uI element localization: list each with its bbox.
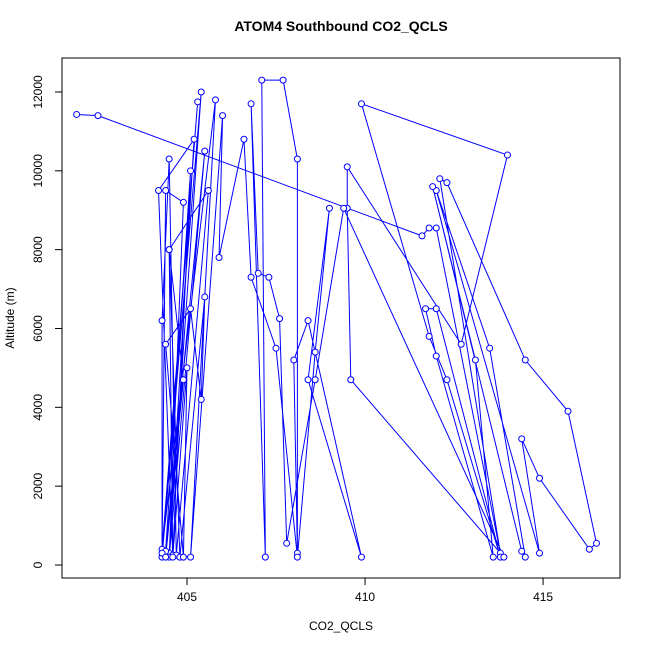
data-point: [187, 553, 195, 561]
data-point: [94, 112, 102, 120]
data-point: [179, 553, 187, 561]
data-point: [247, 273, 255, 281]
data-point: [258, 76, 266, 84]
data-point: [187, 305, 195, 313]
data-point: [197, 395, 205, 403]
y-axis-label: Altitude (m): [3, 287, 17, 348]
data-point: [293, 155, 301, 163]
data-point: [471, 356, 479, 364]
x-axis-label: CO2_QCLS: [309, 619, 373, 633]
data-point: [162, 340, 170, 348]
data-point: [443, 179, 451, 187]
y-tick-label: 12000: [31, 75, 45, 109]
data-point: [486, 344, 494, 352]
data-point: [290, 356, 298, 364]
data-point: [73, 110, 81, 118]
data-point: [187, 167, 195, 175]
data-point: [162, 187, 170, 195]
data-point: [179, 198, 187, 206]
data-point: [272, 344, 280, 352]
data-point: [564, 407, 572, 415]
data-point: [261, 553, 269, 561]
data-point: [518, 435, 526, 443]
y-tick-label: 2000: [31, 472, 45, 499]
series-line: [76, 79, 598, 558]
data-point: [521, 553, 529, 561]
chart-title: ATOM4 Southbound CO2_QCLS: [234, 18, 447, 34]
y-tick-label: 0: [31, 561, 45, 568]
data-point: [194, 98, 202, 106]
data-point: [347, 376, 355, 384]
data-point: [155, 187, 163, 195]
data-point: [500, 553, 508, 561]
data-point: [279, 76, 287, 84]
data-point: [432, 305, 440, 313]
plot-frame: [61, 57, 621, 579]
data-point: [197, 88, 205, 96]
data-point: [204, 187, 212, 195]
data-point: [536, 474, 544, 482]
data-point: [311, 348, 319, 356]
data-point: [425, 332, 433, 340]
data-point: [357, 553, 365, 561]
data-point: [293, 553, 301, 561]
data-point: [165, 155, 173, 163]
data-point: [343, 163, 351, 171]
data-point: [169, 553, 177, 561]
data-point: [158, 317, 166, 325]
data-point: [457, 340, 465, 348]
y-tick-label: 6000: [31, 315, 45, 342]
data-point: [425, 224, 433, 232]
data-point: [521, 356, 529, 364]
data-point: [489, 553, 497, 561]
data-point: [536, 549, 544, 557]
data-point: [340, 204, 348, 212]
y-tick-label: 4000: [31, 394, 45, 421]
data-point: [429, 183, 437, 191]
data-point: [240, 135, 248, 143]
data-point: [432, 352, 440, 360]
data-point: [254, 269, 262, 277]
data-point: [219, 112, 227, 120]
data-point: [325, 204, 333, 212]
data-point: [432, 224, 440, 232]
data-point: [503, 151, 511, 159]
x-tick-label: 410: [355, 590, 375, 604]
data-point: [283, 539, 291, 547]
data-point: [201, 293, 209, 301]
data-point: [357, 100, 365, 108]
data-point: [422, 305, 430, 313]
data-point: [265, 273, 273, 281]
x-tick-label: 415: [533, 590, 553, 604]
data-point: [211, 96, 219, 104]
data-point: [179, 376, 187, 384]
data-point: [311, 376, 319, 384]
data-point: [190, 135, 198, 143]
data-point: [585, 545, 593, 553]
data-point: [276, 315, 284, 323]
data-point: [183, 364, 191, 372]
data-point: [418, 232, 426, 240]
data-point: [247, 100, 255, 108]
data-point: [443, 376, 451, 384]
data-point: [165, 246, 173, 254]
data-point: [215, 254, 223, 262]
data-point: [162, 553, 170, 561]
y-tick-label: 10000: [31, 154, 45, 188]
x-tick-label: 405: [177, 590, 197, 604]
data-point: [436, 175, 444, 183]
data-point: [592, 539, 600, 547]
data-point: [304, 317, 312, 325]
data-point: [518, 547, 526, 555]
y-tick-label: 8000: [31, 236, 45, 263]
data-point: [304, 376, 312, 384]
data-point: [201, 147, 209, 155]
